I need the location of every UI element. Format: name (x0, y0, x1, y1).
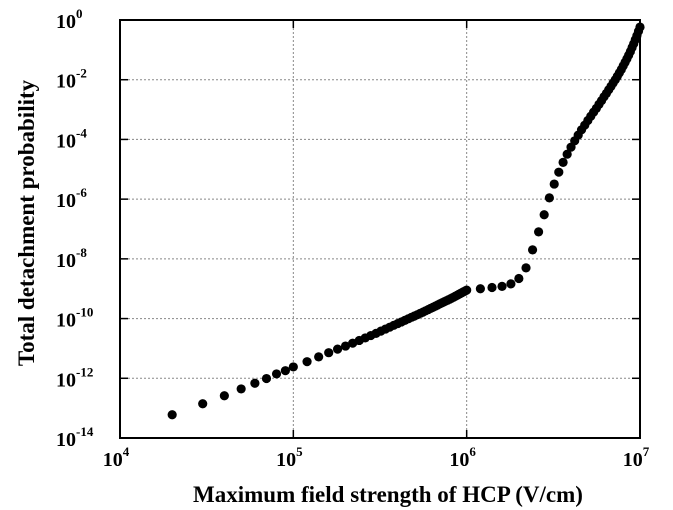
data-point (562, 149, 572, 159)
x-tick-label-exponent: 5 (296, 444, 303, 459)
data-point (198, 399, 208, 409)
data-point (544, 193, 554, 203)
data-point (635, 22, 645, 32)
y-tick-label-base: 10 (56, 190, 76, 212)
data-point (533, 227, 544, 237)
tick-marks (119, 19, 641, 439)
x-tick-label: 106 (449, 444, 476, 471)
data-point (549, 179, 559, 189)
y-tick-label: 10-2 (56, 66, 87, 93)
y-tick-label-exponent: -10 (76, 305, 93, 320)
plot-frame (119, 19, 641, 439)
y-axis-label: Total detachment probability (14, 79, 39, 366)
data-point (340, 341, 351, 351)
y-tick-label-exponent: 0 (76, 6, 83, 21)
data-point (236, 384, 246, 394)
y-tick-label: 10-12 (56, 364, 93, 391)
x-axis-label: Maximum field strength of HCP (V/cm) (193, 482, 583, 507)
x-tick-label-exponent: 7 (643, 444, 650, 459)
grid (120, 20, 640, 438)
x-tick-label-base: 10 (623, 449, 643, 471)
data-point (324, 348, 334, 358)
data-point (288, 362, 298, 372)
x-tick-label: 107 (623, 444, 650, 471)
data-point (514, 273, 524, 284)
data-point (302, 357, 312, 367)
y-tick-label: 100 (56, 6, 83, 33)
data-point (271, 369, 282, 379)
y-tick-label: 10-14 (56, 424, 94, 451)
data-point (462, 285, 472, 295)
data-point (250, 378, 260, 388)
data-point (314, 352, 324, 362)
y-tick-label-exponent: -12 (76, 364, 93, 379)
data-point (497, 281, 507, 291)
y-tick-label-exponent: -6 (76, 185, 87, 200)
y-tick-label-base: 10 (56, 310, 76, 332)
x-tick-label-base: 10 (449, 449, 469, 471)
y-tick-label-base: 10 (56, 11, 76, 33)
y-tick-label-exponent: -2 (76, 66, 87, 81)
x-tick-label: 104 (103, 444, 130, 471)
y-tick-label: 10-8 (56, 245, 87, 272)
data-point (219, 391, 229, 401)
x-tick-label-exponent: 6 (469, 444, 476, 459)
data-points (167, 22, 645, 420)
y-tick-label: 10-4 (56, 125, 87, 152)
tick-labels: 104 105 106 10710-1410-1210-1010-810-610-41… (56, 6, 650, 471)
x-tick-label-exponent: 4 (123, 444, 130, 459)
x-tick-label-base: 10 (276, 449, 296, 471)
y-tick-label-base: 10 (56, 429, 76, 451)
y-tick-label-base: 10 (56, 130, 76, 152)
data-point (261, 373, 272, 384)
data-point (167, 410, 177, 420)
data-point (487, 282, 497, 293)
data-point (527, 245, 538, 255)
data-point (521, 263, 531, 273)
x-tick-label: 105 (276, 444, 303, 471)
data-point (539, 210, 549, 220)
y-tick-label-base: 10 (56, 250, 76, 272)
data-point (506, 279, 516, 289)
data-point (475, 284, 485, 294)
y-tick-label: 10-10 (56, 305, 93, 332)
data-point (280, 366, 291, 376)
data-point (558, 157, 568, 168)
y-tick-label-exponent: -4 (76, 125, 87, 140)
data-point (554, 167, 564, 177)
y-tick-label-exponent: -14 (76, 424, 94, 439)
y-tick-label-exponent: -8 (76, 245, 87, 260)
y-tick-label-base: 10 (56, 369, 76, 391)
x-tick-label-base: 10 (103, 449, 123, 471)
y-tick-label-base: 10 (56, 71, 76, 93)
data-point (332, 344, 343, 354)
y-tick-label: 10-6 (56, 185, 87, 212)
